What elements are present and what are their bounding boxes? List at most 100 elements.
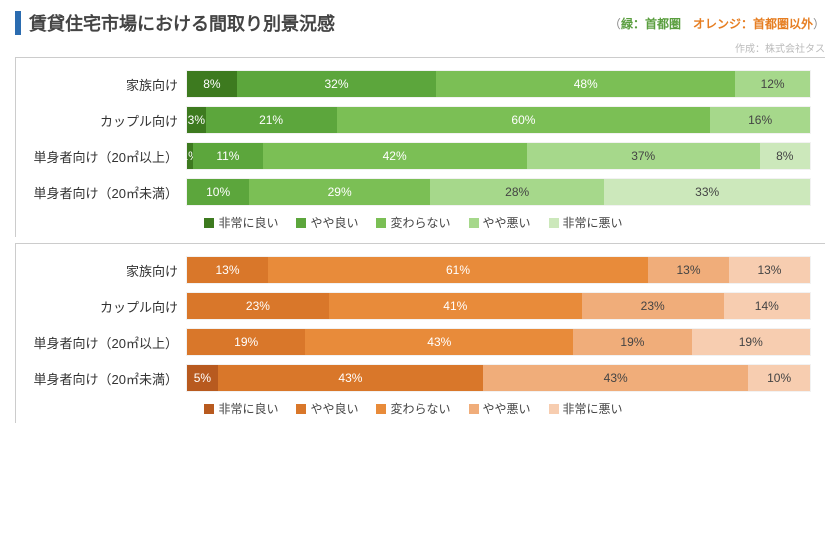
bar-segment: 10% xyxy=(748,365,810,391)
row-label: カップル向け xyxy=(16,297,186,316)
legend-label: 変わらない xyxy=(390,214,450,231)
bar-segment: 32% xyxy=(237,71,436,97)
bar-segment: 3% xyxy=(187,107,206,133)
charts-container: 家族向け8%32%48%12%カップル向け3%21%60%16%単身者向け（20… xyxy=(15,57,825,423)
bar-row: カップル向け23%41%23%14% xyxy=(16,292,811,320)
bar-segment: 19% xyxy=(573,329,691,355)
page-title: 賃貸住宅市場における間取り別景況感 xyxy=(29,10,335,36)
bar-row: カップル向け3%21%60%16% xyxy=(16,106,811,134)
bar-row: 単身者向け（20㎡未満）10%29%28%33% xyxy=(16,178,811,206)
bar-segment: 43% xyxy=(305,329,573,355)
legend-swatch xyxy=(469,218,479,228)
row-label: 単身者向け（20㎡未満） xyxy=(16,183,186,202)
legend-item: 変わらない xyxy=(376,214,450,231)
legend-swatch xyxy=(376,404,386,414)
bar-segment: 37% xyxy=(527,143,760,169)
title-accent-bar xyxy=(15,11,21,35)
row-label: 家族向け xyxy=(16,75,186,94)
legend-swatch xyxy=(204,218,214,228)
legend-swatch xyxy=(376,218,386,228)
bar-segment: 19% xyxy=(187,329,305,355)
legend-item: やや良い xyxy=(296,400,358,417)
bar-segment: 33% xyxy=(604,179,810,205)
bar-segment: 8% xyxy=(187,71,237,97)
bar-segment: 13% xyxy=(648,257,729,283)
legend-swatch xyxy=(469,404,479,414)
bar-segment: 13% xyxy=(729,257,810,283)
legend: 非常に良い やや良い 変わらない やや悪い 非常に悪い xyxy=(16,214,811,231)
subtitle-prefix: （ xyxy=(609,17,621,31)
bar-segment: 11% xyxy=(193,143,262,169)
title-wrap: 賃貸住宅市場における間取り別景況感 xyxy=(15,10,335,36)
bar-segment: 43% xyxy=(483,365,748,391)
legend-item: やや良い xyxy=(296,214,358,231)
bar-row: 単身者向け（20㎡未満）5%43%43%10% xyxy=(16,364,811,392)
legend-item: 非常に悪い xyxy=(549,400,623,417)
stacked-bar: 19%43%19%19% xyxy=(186,328,811,356)
legend-swatch xyxy=(296,218,306,228)
legend-item: 変わらない xyxy=(376,400,450,417)
stacked-bar: 23%41%23%14% xyxy=(186,292,811,320)
legend: 非常に良い やや良い 変わらない やや悪い 非常に悪い xyxy=(16,400,811,417)
bar-row: 家族向け8%32%48%12% xyxy=(16,70,811,98)
chart-block-0: 家族向け8%32%48%12%カップル向け3%21%60%16%単身者向け（20… xyxy=(15,57,825,237)
legend-item: 非常に悪い xyxy=(549,214,623,231)
bar-segment: 41% xyxy=(329,293,582,319)
legend-item: やや悪い xyxy=(469,214,531,231)
bar-segment: 29% xyxy=(249,179,430,205)
legend-label: やや悪い xyxy=(483,214,531,231)
legend-label: 非常に良い xyxy=(218,214,278,231)
legend-label: やや良い xyxy=(310,214,358,231)
legend-swatch xyxy=(549,218,559,228)
row-label: 家族向け xyxy=(16,261,186,280)
bar-segment: 16% xyxy=(710,107,810,133)
stacked-bar: 1%11%42%37%8% xyxy=(186,142,811,170)
legend-item: 非常に良い xyxy=(204,214,278,231)
bar-row: 単身者向け（20㎡以上）1%11%42%37%8% xyxy=(16,142,811,170)
subtitle-orange: オレンジ：首都圏以外 xyxy=(693,17,813,31)
bar-row: 家族向け13%61%13%13% xyxy=(16,256,811,284)
bar-segment: 23% xyxy=(582,293,724,319)
bar-segment: 43% xyxy=(218,365,483,391)
legend-label: やや悪い xyxy=(483,400,531,417)
row-label: カップル向け xyxy=(16,111,186,130)
subtitle-gap xyxy=(681,17,693,31)
bar-segment: 23% xyxy=(187,293,329,319)
bar-segment: 60% xyxy=(337,107,711,133)
bar-segment: 10% xyxy=(187,179,249,205)
legend-swatch xyxy=(204,404,214,414)
bar-segment: 28% xyxy=(430,179,604,205)
legend-item: やや悪い xyxy=(469,400,531,417)
legend-label: 非常に悪い xyxy=(563,400,623,417)
legend-swatch xyxy=(549,404,559,414)
row-label: 単身者向け（20㎡以上） xyxy=(16,147,186,166)
bar-segment: 19% xyxy=(692,329,810,355)
credit-line: 作成：株式会社タス xyxy=(15,40,825,55)
chart-header: 賃貸住宅市場における間取り別景況感 （緑：首都圏 オレンジ：首都圏以外） xyxy=(15,10,825,36)
bar-segment: 8% xyxy=(760,143,810,169)
bar-segment: 61% xyxy=(268,257,648,283)
legend-swatch xyxy=(296,404,306,414)
stacked-bar: 3%21%60%16% xyxy=(186,106,811,134)
stacked-bar: 13%61%13%13% xyxy=(186,256,811,284)
bar-segment: 13% xyxy=(187,257,268,283)
row-label: 単身者向け（20㎡未満） xyxy=(16,369,186,388)
bar-segment: 5% xyxy=(187,365,218,391)
legend-label: 変わらない xyxy=(390,400,450,417)
stacked-bar: 10%29%28%33% xyxy=(186,178,811,206)
subtitle-green: 緑：首都圏 xyxy=(621,17,681,31)
bar-row: 単身者向け（20㎡以上）19%43%19%19% xyxy=(16,328,811,356)
legend-label: やや良い xyxy=(310,400,358,417)
bar-segment: 14% xyxy=(724,293,810,319)
bar-segment: 48% xyxy=(436,71,735,97)
legend-label: 非常に良い xyxy=(218,400,278,417)
row-label: 単身者向け（20㎡以上） xyxy=(16,333,186,352)
legend-item: 非常に良い xyxy=(204,400,278,417)
bar-segment: 42% xyxy=(263,143,527,169)
legend-label: 非常に悪い xyxy=(563,214,623,231)
bar-segment: 12% xyxy=(735,71,810,97)
stacked-bar: 8%32%48%12% xyxy=(186,70,811,98)
subtitle-suffix: ） xyxy=(813,17,825,31)
bar-segment: 21% xyxy=(206,107,337,133)
chart-block-1: 家族向け13%61%13%13%カップル向け23%41%23%14%単身者向け（… xyxy=(15,243,825,423)
